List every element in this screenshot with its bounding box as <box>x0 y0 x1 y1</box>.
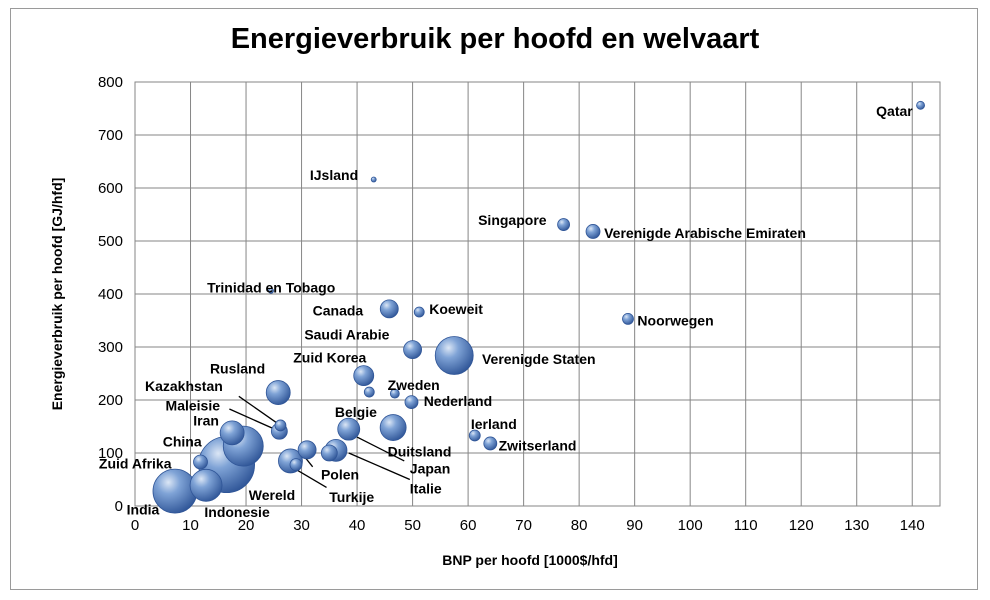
y-tick-label: 200 <box>98 392 123 409</box>
data-label: Verenigde Arabische Emiraten <box>604 225 806 241</box>
leader-line <box>229 408 280 432</box>
chart-title: Energieverbruik per hoofd en welvaart <box>231 23 760 55</box>
bubble-point <box>370 176 377 183</box>
data-label: Iran <box>193 413 219 429</box>
bubble-point <box>413 306 425 318</box>
x-tick-label: 140 <box>900 517 925 534</box>
bubble-point <box>219 420 245 446</box>
bubble-point <box>297 440 317 460</box>
y-tick-label: 800 <box>98 74 123 91</box>
data-label: Koeweit <box>429 301 483 317</box>
bubble-point <box>916 100 925 110</box>
x-tick-label: 120 <box>789 517 814 534</box>
x-tick-label: 20 <box>238 517 255 534</box>
x-tick-label: 0 <box>131 517 139 534</box>
leader-lines <box>229 395 411 489</box>
leader-line <box>356 436 405 462</box>
data-label: India <box>127 502 160 518</box>
bubble-point <box>193 454 208 470</box>
x-tick-label: 100 <box>678 517 703 534</box>
data-label: IJsland <box>310 167 358 183</box>
x-tick-label: 10 <box>182 517 199 534</box>
bubble-point <box>320 444 338 462</box>
data-label: Duitsland <box>388 443 452 459</box>
bubble-point <box>268 287 274 294</box>
data-label: Nederland <box>424 393 492 409</box>
y-tick-label: 300 <box>98 339 123 356</box>
bubble-point <box>483 436 498 451</box>
leader-line <box>348 452 411 481</box>
leader-line <box>292 467 327 489</box>
x-axis-title: BNP per hoofd [1000$/hfd] <box>442 552 618 568</box>
data-label: Zwitserland <box>499 438 577 454</box>
bubble-point <box>557 218 570 231</box>
bubble-point <box>289 458 303 472</box>
x-tick-label: 30 <box>293 517 310 534</box>
data-label: Belgie <box>335 404 377 420</box>
x-tick-label: 40 <box>349 517 366 534</box>
bubble-point <box>274 419 287 432</box>
x-tick-label: 70 <box>515 517 532 534</box>
bubble-point <box>434 336 474 375</box>
data-label: Qatar <box>876 103 913 119</box>
x-tick-labels: 0 10 20 30 40 50 60 70 80 90 100 110 120 130 140 <box>131 517 925 534</box>
x-tick-label: 110 <box>734 517 758 534</box>
y-axis-title: Energieverbruik per hoofd [GJ/hfd] <box>49 178 65 411</box>
y-tick-label: 400 <box>98 286 123 303</box>
data-label: Wereld <box>249 487 295 503</box>
data-label: Maleisie <box>166 397 221 413</box>
data-label: Noorwegen <box>637 313 713 329</box>
y-tick-label: 0 <box>115 498 123 515</box>
bubble-point <box>152 468 198 514</box>
data-label: Verenigde Staten <box>482 351 596 367</box>
bubble-point <box>468 429 481 442</box>
data-label: Rusland <box>210 361 265 377</box>
y-tick-label: 100 <box>98 445 123 462</box>
data-label: Polen <box>321 467 359 483</box>
bubble-point <box>404 395 419 410</box>
data-label: Saudi Arabie <box>304 326 389 342</box>
data-label: Canada <box>313 302 364 318</box>
x-tick-label: 50 <box>404 517 421 534</box>
grid-lines <box>134 81 941 507</box>
data-label: Indonesie <box>204 504 270 520</box>
y-tick-label: 500 <box>98 233 123 250</box>
data-label: Italie <box>410 481 442 497</box>
x-tick-label: 60 <box>460 517 477 534</box>
data-label: Trinidad en Tobago <box>207 280 335 296</box>
x-tick-label: 80 <box>571 517 588 534</box>
data-label: Zuid Afrika <box>99 456 172 472</box>
y-tick-label: 700 <box>98 127 123 144</box>
data-label: Singapore <box>478 212 547 228</box>
bubble-point <box>389 388 400 399</box>
data-label: Kazakhstan <box>145 378 223 394</box>
data-label: Ierland <box>471 416 517 432</box>
bubble-point <box>189 468 223 502</box>
data-label: Zuid Korea <box>293 350 366 366</box>
bubble-point <box>379 299 399 319</box>
bubble-point <box>337 417 361 441</box>
bubble-point <box>585 224 601 239</box>
x-tick-label: 130 <box>844 517 869 534</box>
x-tick-label: 90 <box>626 517 643 534</box>
bubble-point <box>353 365 375 387</box>
y-tick-labels: 0 100 200 300 400 500 600 700 800 <box>98 74 123 515</box>
bubble-point <box>622 313 634 325</box>
bubble-point <box>363 386 375 398</box>
bubble-point <box>265 380 291 405</box>
data-label: China <box>163 433 202 449</box>
bubble-point <box>379 414 407 441</box>
bubbles <box>152 100 925 514</box>
y-tick-label: 600 <box>98 180 123 197</box>
data-label: Japan <box>410 460 450 476</box>
data-label: Zweden <box>388 377 440 393</box>
data-label: Turkije <box>329 489 374 505</box>
leader-line <box>238 395 281 426</box>
bubble-point <box>403 340 422 360</box>
data-labels: Qatar IJsland Singapore Verenigde Arabische… <box>99 103 913 520</box>
